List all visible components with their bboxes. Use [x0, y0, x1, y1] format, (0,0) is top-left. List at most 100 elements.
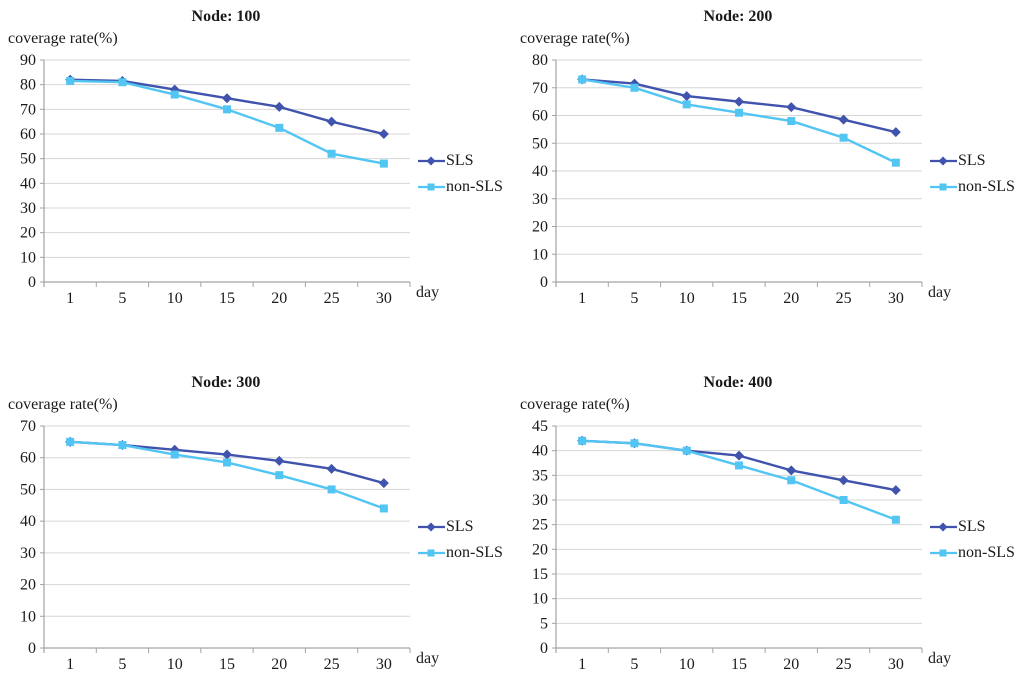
legend-item-non-sls: non-SLS [418, 544, 503, 562]
svg-text:10: 10 [20, 249, 36, 266]
plot-wrap: 0 10 20 30 40 50 60 70 80 90 1 5 10 15 20 25 30 day SLS n… [6, 50, 506, 324]
legend-label-sls: SLS [446, 152, 474, 169]
svg-text:25: 25 [324, 656, 340, 673]
legend-item-non-sls: non-SLS [418, 178, 503, 196]
non-sls-line-marker-icon [418, 183, 445, 191]
svg-text:50: 50 [20, 481, 36, 498]
svg-text:15: 15 [731, 656, 747, 673]
chart-cell-node-100: Node: 100 coverage rate(%) 0 10 20 30 40 50 60… [0, 0, 512, 342]
legend-label-sls: SLS [958, 152, 986, 169]
svg-text:40: 40 [20, 175, 36, 192]
svg-text:25: 25 [836, 656, 852, 673]
svg-text:30: 30 [888, 290, 904, 307]
chart-cell-node-200: Node: 200 coverage rate(%) 0 10 20 30 40 50 60… [512, 0, 1024, 342]
svg-text:70: 70 [20, 418, 36, 435]
plot-wrap: 0 5 10 15 20 25 30 35 40 45 1 5 10 15 20 25 30 day SLS no… [518, 416, 1018, 684]
svg-text:10: 10 [679, 290, 695, 307]
sls-line-marker-icon [418, 522, 445, 532]
svg-text:5: 5 [118, 290, 126, 307]
svg-text:20: 20 [20, 225, 36, 242]
plot-wrap: 0 10 20 30 40 50 60 70 1 5 10 15 20 25 30 day SLS non-S… [6, 416, 506, 684]
legend-item-non-sls: non-SLS [930, 544, 1015, 562]
svg-text:5: 5 [630, 656, 638, 673]
non-sls-line-marker-icon [418, 549, 445, 557]
svg-text:10: 10 [532, 591, 548, 608]
svg-text:5: 5 [630, 290, 638, 307]
svg-text:5: 5 [540, 615, 548, 632]
svg-text:15: 15 [219, 656, 235, 673]
svg-text:20: 20 [532, 541, 548, 558]
legend: SLS non-SLS [930, 152, 1015, 196]
svg-text:0: 0 [540, 640, 548, 657]
svg-text:day: day [416, 650, 439, 667]
svg-text:20: 20 [271, 290, 287, 307]
svg-text:30: 30 [532, 492, 548, 509]
sls-line-marker-icon [930, 522, 957, 532]
legend: SLS non-SLS [418, 152, 503, 196]
non-sls-line-marker-icon [930, 183, 957, 191]
y-axis-title: coverage rate(%) [520, 30, 630, 47]
svg-text:20: 20 [532, 219, 548, 236]
chart-cell-node-400: Node: 400 coverage rate(%) 0 5 10 15 20 25 30 3… [512, 342, 1024, 684]
svg-text:50: 50 [532, 135, 548, 152]
legend-label-non-sls: non-SLS [958, 178, 1015, 195]
y-axis-title: coverage rate(%) [8, 30, 118, 47]
legend-item-sls: SLS [418, 518, 503, 536]
svg-text:day: day [928, 650, 951, 667]
svg-text:80: 80 [532, 52, 548, 69]
legend-item-sls: SLS [418, 152, 503, 170]
svg-text:5: 5 [118, 656, 126, 673]
svg-text:0: 0 [28, 640, 36, 657]
svg-text:30: 30 [376, 290, 392, 307]
svg-text:1: 1 [66, 656, 74, 673]
svg-text:20: 20 [783, 656, 799, 673]
legend-label-non-sls: non-SLS [446, 178, 503, 195]
svg-text:70: 70 [532, 80, 548, 97]
svg-text:1: 1 [578, 656, 586, 673]
svg-text:30: 30 [376, 656, 392, 673]
legend-label-non-sls: non-SLS [446, 544, 503, 561]
svg-text:20: 20 [271, 656, 287, 673]
svg-text:30: 30 [20, 545, 36, 562]
legend: SLS non-SLS [418, 518, 503, 562]
sls-line-marker-icon [930, 156, 957, 166]
svg-text:30: 30 [20, 200, 36, 217]
svg-text:1: 1 [66, 290, 74, 307]
svg-text:10: 10 [20, 608, 36, 625]
y-axis-title: coverage rate(%) [520, 396, 630, 413]
chart-title: Node: 400 [703, 374, 773, 391]
svg-text:50: 50 [20, 151, 36, 168]
y-axis-title: coverage rate(%) [8, 396, 118, 413]
svg-text:25: 25 [836, 290, 852, 307]
svg-text:45: 45 [532, 418, 548, 435]
svg-text:70: 70 [20, 101, 36, 118]
chart-cell-node-300: Node: 300 coverage rate(%) 0 10 20 30 40 50 60… [0, 342, 512, 684]
svg-text:80: 80 [20, 77, 36, 94]
svg-text:0: 0 [28, 274, 36, 291]
svg-text:0: 0 [540, 274, 548, 291]
sls-line-marker-icon [418, 156, 445, 166]
svg-text:1: 1 [578, 290, 586, 307]
svg-text:10: 10 [679, 656, 695, 673]
svg-text:60: 60 [20, 126, 36, 143]
legend-label-sls: SLS [446, 518, 474, 535]
svg-text:25: 25 [532, 517, 548, 534]
svg-text:30: 30 [888, 656, 904, 673]
chart-title: Node: 100 [191, 8, 261, 25]
svg-text:day: day [928, 284, 951, 301]
svg-text:90: 90 [20, 52, 36, 69]
svg-text:15: 15 [731, 290, 747, 307]
legend-label-non-sls: non-SLS [958, 544, 1015, 561]
svg-text:60: 60 [20, 450, 36, 467]
svg-text:35: 35 [532, 467, 548, 484]
legend-item-sls: SLS [930, 152, 1015, 170]
svg-text:15: 15 [532, 566, 548, 583]
legend-item-sls: SLS [930, 518, 1015, 536]
chart-title: Node: 200 [703, 8, 773, 25]
svg-text:10: 10 [532, 246, 548, 263]
svg-text:60: 60 [532, 108, 548, 125]
svg-text:20: 20 [783, 290, 799, 307]
